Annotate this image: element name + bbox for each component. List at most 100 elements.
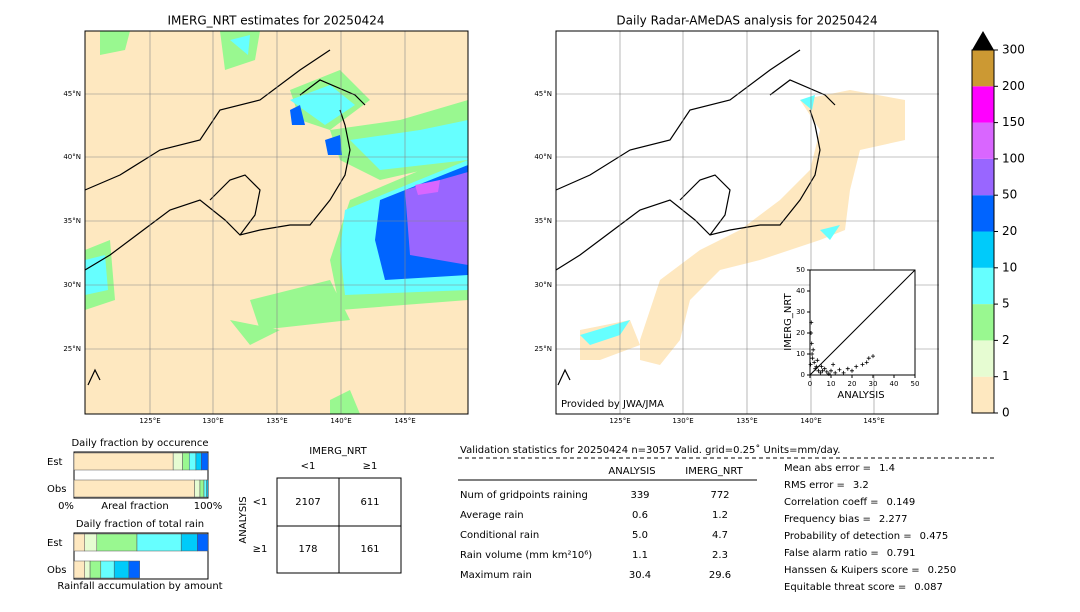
inset-xlabel: ANALYSIS <box>837 390 884 401</box>
stat-label: Num of gridpoints raining <box>460 490 588 501</box>
row-label: Est <box>47 457 63 468</box>
lat-label: 45°N <box>534 90 552 98</box>
credit: Provided by JWA/JMA <box>561 399 664 410</box>
axis-label: Areal fraction <box>101 501 168 512</box>
point <box>833 370 838 375</box>
x-tick-label: 30 <box>869 380 878 388</box>
point <box>822 366 827 371</box>
colorbar-extend <box>972 31 994 50</box>
score-label: Frequency bias = <box>784 514 871 525</box>
score-label: Equitable threat score = <box>784 582 906 593</box>
point <box>810 352 815 356</box>
stat-value: 772 <box>710 490 729 501</box>
point <box>824 369 829 374</box>
inset-ylabel: IMERG_NRT <box>783 292 794 350</box>
lat-label: 30°N <box>534 281 552 289</box>
y-tick-label: 50 <box>796 266 805 274</box>
row-label: Obs <box>47 484 66 495</box>
lon-label: 125°E <box>609 417 630 425</box>
map-title: Daily Radar-AMeDAS analysis for 20250424 <box>616 14 877 28</box>
lat-label: 35°N <box>534 217 552 225</box>
row-axis-label: ANALYSIS <box>238 496 249 543</box>
x-tick-label: 0 <box>808 380 812 388</box>
lon-label: 140°E <box>330 417 351 425</box>
fraction-segment <box>73 533 85 552</box>
colorbar-label: 0 <box>1002 406 1010 420</box>
x-tick-label: 10 <box>827 380 836 388</box>
point <box>819 364 824 369</box>
fraction-segment <box>194 479 201 498</box>
score-label: Mean abs error = <box>784 463 871 474</box>
point <box>864 360 869 365</box>
point <box>826 371 831 376</box>
score-value: 0.791 <box>887 548 916 559</box>
score-value: 2.277 <box>879 514 908 525</box>
point <box>809 341 814 346</box>
point <box>813 366 818 371</box>
axis-label: Rainfall accumulation by amount <box>57 581 222 592</box>
dynamic-layer <box>85 31 939 414</box>
fraction-segment <box>96 533 138 552</box>
point <box>860 362 865 367</box>
point <box>808 362 813 367</box>
map-frame <box>84 30 469 415</box>
colorbar-label: 1 <box>1002 369 1010 383</box>
fraction-segment <box>89 560 102 579</box>
lon-label: 145°E <box>394 417 415 425</box>
score-label: Probability of detection = <box>784 531 912 542</box>
row-header: <1 <box>253 497 268 508</box>
lat-label: 40°N <box>534 153 552 161</box>
axis-label: 100% <box>194 501 223 512</box>
axis-label: 0% <box>58 501 74 512</box>
colorbar-label: 200 <box>1002 79 1025 93</box>
colorbar-bin <box>972 195 994 232</box>
point <box>815 358 820 363</box>
colorbar-label: 10 <box>1002 260 1017 274</box>
score-value: 3.2 <box>853 480 869 491</box>
col-header: ≥1 <box>363 461 378 472</box>
score-label: Hanssen & Kuipers score = <box>784 565 920 576</box>
point <box>811 347 816 352</box>
fraction-segment <box>73 560 85 579</box>
lat-label: 25°N <box>534 345 552 353</box>
point <box>866 356 871 361</box>
fraction-segment <box>172 452 183 471</box>
fraction-segment <box>195 452 202 471</box>
fraction-segment <box>100 560 115 579</box>
col-header: IMERG_NRT <box>685 466 743 477</box>
rain-area <box>85 35 468 295</box>
stats-header: Validation statistics for 20250424 n=305… <box>460 444 840 456</box>
colorbar-bin <box>972 340 994 377</box>
x-tick-label: 50 <box>911 380 920 388</box>
score-label: Correlation coeff = <box>784 497 879 508</box>
y-tick-label: 30 <box>796 308 805 316</box>
fraction-segment <box>199 479 205 498</box>
row-header: ≥1 <box>253 544 268 555</box>
col-header: <1 <box>301 461 316 472</box>
fraction-segment <box>84 560 91 579</box>
point <box>841 370 846 375</box>
stat-label: Average rain <box>460 510 524 521</box>
colorbar-label: 5 <box>1002 297 1010 311</box>
fraction-segment <box>180 533 198 552</box>
colorbar-label: 20 <box>1002 224 1017 238</box>
fraction-segment <box>128 560 140 579</box>
lon-label: 130°E <box>202 417 223 425</box>
cell: 161 <box>360 544 379 555</box>
fraction-segment <box>136 533 182 552</box>
lon-label: 140°E <box>800 417 821 425</box>
lon-label: 145°E <box>863 417 884 425</box>
cell: 611 <box>360 497 379 508</box>
x-tick-label: 40 <box>890 380 899 388</box>
colorbar-bin <box>972 267 994 305</box>
lat-label: 25°N <box>63 345 81 353</box>
col-header: ANALYSIS <box>608 466 655 477</box>
coastline <box>555 49 836 386</box>
stat-value: 30.4 <box>629 570 651 581</box>
rain-area <box>580 90 905 365</box>
fraction-segment <box>84 533 98 552</box>
map-frame <box>555 30 939 415</box>
score-value: 0.149 <box>887 497 916 508</box>
colorbar-label: 300 <box>1002 43 1025 57</box>
